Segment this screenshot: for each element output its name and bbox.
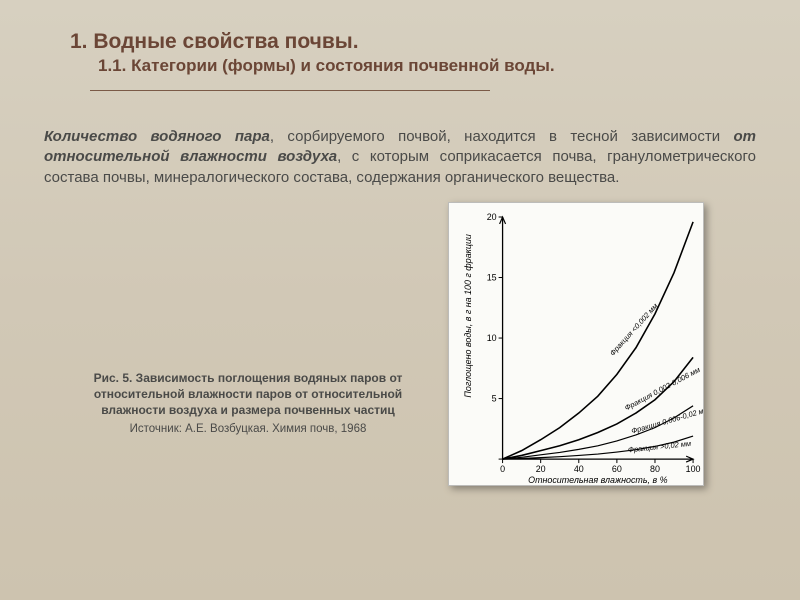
svg-text:5: 5 bbox=[492, 393, 497, 403]
svg-text:Поглощено воды, в г на 100 г ф: Поглощено воды, в г на 100 г фракции bbox=[463, 234, 473, 397]
svg-text:40: 40 bbox=[574, 464, 584, 474]
chart-svg: 5 10 15 20 0 20 40 60 80 100 Поглощено воды, в г н… bbox=[449, 203, 703, 485]
subsection-title: 1.1. Категории (формы) и состояния почве… bbox=[70, 56, 760, 76]
svg-text:Относительная влажность, в %: Относительная влажность, в % bbox=[528, 475, 667, 485]
svg-text:10: 10 bbox=[487, 333, 497, 343]
svg-text:20: 20 bbox=[487, 212, 497, 222]
chart: 5 10 15 20 0 20 40 60 80 100 Поглощено воды, в г н… bbox=[448, 202, 704, 486]
divider bbox=[90, 90, 490, 91]
figure-caption: Рис. 5. Зависимость поглощения водяных п… bbox=[88, 370, 408, 438]
emphasis-lead: Количество водяного пара bbox=[44, 128, 270, 145]
svg-text:Фракция >0,02 мм: Фракция >0,02 мм bbox=[628, 439, 692, 455]
svg-text:20: 20 bbox=[536, 464, 546, 474]
svg-text:Фракция 0,002-0,006 мм: Фракция 0,002-0,006 мм bbox=[623, 365, 701, 412]
svg-text:Фракция <0,002 мм: Фракция <0,002 мм bbox=[608, 301, 660, 357]
caption-source: Источник: А.Е. Возбуцкая. Химия почв, 19… bbox=[88, 422, 408, 438]
svg-text:100: 100 bbox=[686, 464, 701, 474]
heading-block: 1. Водные свойства почвы. 1.1. Категории… bbox=[0, 0, 800, 84]
svg-text:15: 15 bbox=[487, 272, 497, 282]
body-paragraph: Количество водяного пара, сорбируемого п… bbox=[44, 127, 756, 188]
svg-text:60: 60 bbox=[612, 464, 622, 474]
svg-text:0: 0 bbox=[500, 464, 505, 474]
figure-row: Рис. 5. Зависимость поглощения водяных п… bbox=[0, 202, 800, 522]
svg-text:80: 80 bbox=[650, 464, 660, 474]
para-mid1: , сорбируемого почвой, находится в тесно… bbox=[270, 128, 734, 145]
section-title: 1. Водные свойства почвы. bbox=[70, 30, 760, 54]
caption-title: Рис. 5. Зависимость поглощения водяных п… bbox=[88, 370, 408, 419]
